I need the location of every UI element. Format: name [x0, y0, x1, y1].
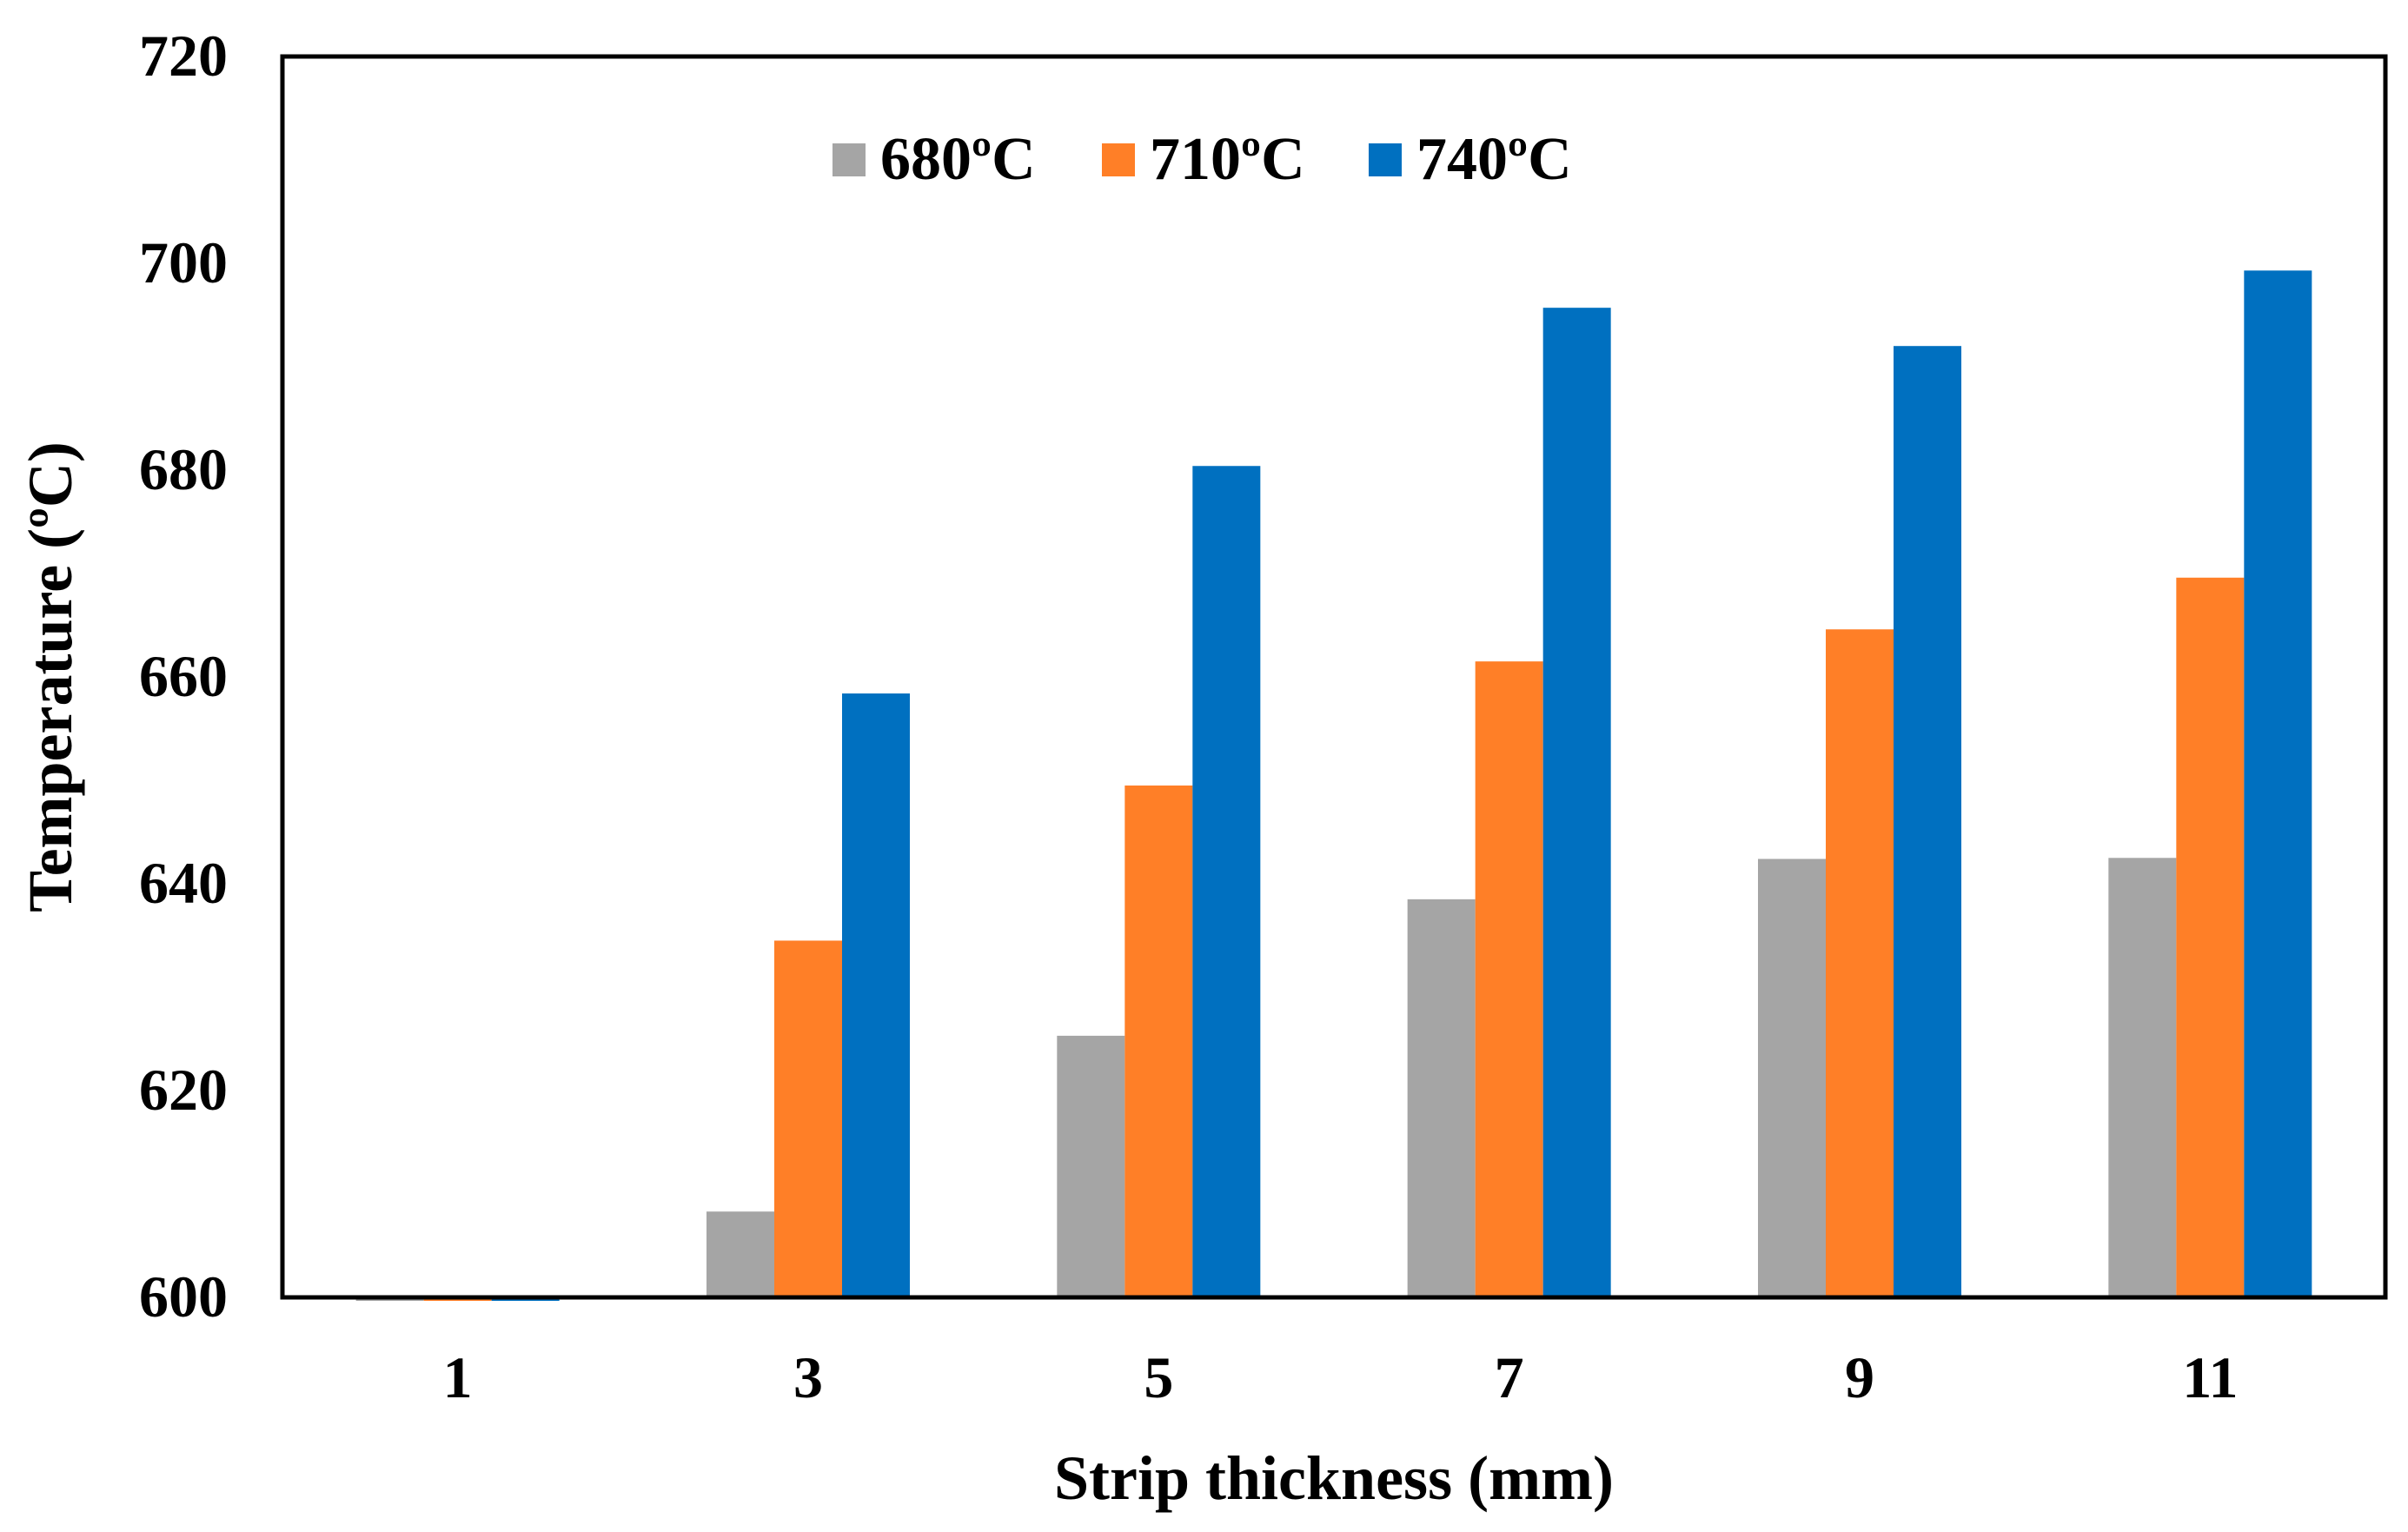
bar-710ºC-7 — [1475, 661, 1543, 1297]
legend: 680ºC 710ºC 740ºC — [833, 126, 1572, 193]
y-axis-ticks: 600 620 640 660 680 700 720 — [139, 23, 228, 1330]
bar-740ºC-7 — [1542, 308, 1611, 1297]
x-axis-title: Strip thickness (mm) — [1054, 1443, 1614, 1513]
x-tick-label: 5 — [1144, 1344, 1173, 1410]
y-tick-label: 640 — [139, 850, 228, 916]
y-tick-label: 620 — [139, 1057, 228, 1123]
bar-710ºC-11 — [2176, 577, 2245, 1297]
y-tick-label: 660 — [139, 643, 228, 709]
bar-740ºC-11 — [2244, 270, 2312, 1298]
y-tick-label: 700 — [139, 229, 228, 295]
x-tick-label: 1 — [443, 1344, 473, 1410]
bar-710ºC-9 — [1826, 629, 1894, 1297]
plot-frame — [280, 54, 2388, 1300]
bar-680ºC-7 — [1407, 899, 1476, 1297]
legend-label: 680ºC — [880, 126, 1036, 193]
x-tick-label: 7 — [1495, 1344, 1524, 1410]
y-tick-label: 680 — [139, 436, 228, 502]
y-tick-label: 720 — [139, 23, 228, 89]
x-tick-label: 3 — [793, 1344, 823, 1410]
y-axis-title: Temperature (ºC) — [16, 441, 85, 912]
bars-group — [355, 270, 2312, 1301]
bar-740ºC-5 — [1192, 466, 1261, 1297]
legend-label: 740ºC — [1416, 126, 1572, 193]
bar-680ºC-5 — [1057, 1035, 1125, 1297]
bar-710ºC-3 — [774, 940, 842, 1297]
x-tick-label: 9 — [1845, 1344, 1874, 1410]
bar-680ºC-11 — [2108, 858, 2177, 1297]
legend-swatch — [1102, 143, 1135, 176]
bar-680ºC-3 — [706, 1211, 774, 1297]
legend-swatch — [1369, 143, 1402, 176]
y-tick-label: 600 — [139, 1263, 228, 1330]
bar-740ºC-3 — [842, 693, 910, 1297]
legend-swatch — [833, 143, 866, 176]
legend-label: 710ºC — [1150, 126, 1305, 193]
bar-710ºC-5 — [1124, 785, 1193, 1297]
x-tick-label: 11 — [2182, 1344, 2238, 1410]
bar-740ºC-9 — [1894, 346, 1961, 1298]
bar-680ºC-9 — [1758, 859, 1826, 1297]
x-axis-ticks: 1 3 5 7 9 11 — [443, 1344, 2239, 1410]
